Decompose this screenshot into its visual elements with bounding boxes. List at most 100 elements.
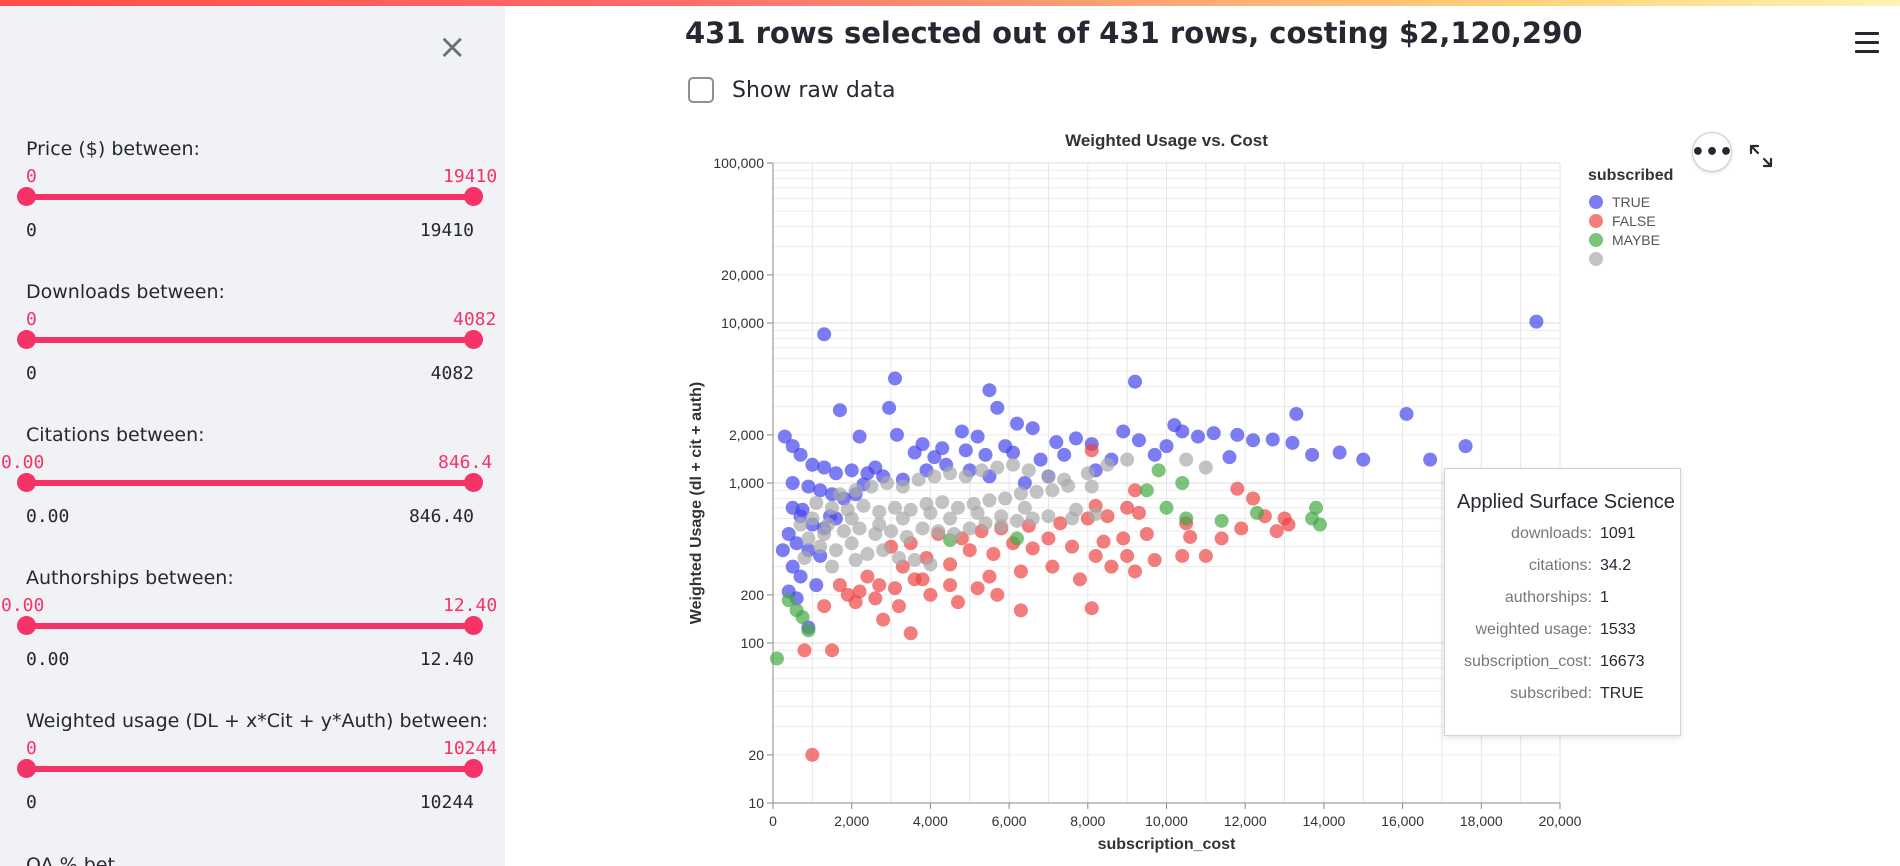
tooltip-value: 16673	[1600, 653, 1645, 670]
data-point	[1159, 500, 1174, 515]
citations-slider-max-handle[interactable]	[464, 473, 483, 492]
data-point	[868, 460, 883, 475]
data-point	[832, 487, 847, 502]
authorships-slider-max-handle[interactable]	[464, 616, 483, 635]
downloads-slider-label: Downloads between:	[26, 281, 225, 303]
data-point	[1312, 517, 1327, 532]
data-point	[1013, 603, 1028, 618]
weighted-usage-slider-max: 10244	[419, 792, 474, 813]
legend-swatch	[1589, 214, 1603, 228]
data-point	[809, 495, 824, 510]
downloads-slider-current-min: 0	[26, 309, 37, 330]
authorships-slider-min-handle[interactable]	[17, 616, 36, 635]
data-point	[1175, 476, 1190, 490]
data-point	[1068, 431, 1083, 446]
data-point	[954, 424, 969, 439]
weighted-usage-slider-track[interactable]	[26, 766, 474, 772]
data-point	[876, 469, 891, 484]
data-point	[828, 511, 843, 526]
data-point	[943, 533, 958, 548]
data-point	[943, 466, 958, 481]
data-point	[1041, 469, 1056, 484]
data-point	[1088, 548, 1103, 563]
price-slider-min-handle[interactable]	[17, 187, 36, 206]
downloads-slider-track[interactable]	[26, 337, 474, 343]
data-point	[923, 557, 938, 572]
data-point	[1198, 460, 1213, 475]
citations-slider-current-min: 0.00	[1, 452, 45, 473]
price-slider-track[interactable]	[26, 194, 474, 200]
data-point	[889, 427, 904, 442]
data-point	[793, 509, 808, 524]
data-point	[1013, 564, 1028, 579]
close-sidebar-button[interactable]: ×	[438, 27, 467, 67]
fullscreen-expand-icon[interactable]	[1748, 143, 1774, 169]
downloads-slider-min-handle[interactable]	[17, 330, 36, 349]
checkbox-box[interactable]	[688, 77, 714, 103]
downloads-slider-max-handle[interactable]	[464, 330, 483, 349]
data-point	[1084, 437, 1099, 452]
data-point	[1033, 452, 1048, 467]
x-tick-label: 8,000	[1070, 813, 1105, 829]
data-point	[797, 550, 812, 565]
data-point	[1088, 463, 1103, 478]
data-point	[1088, 507, 1103, 522]
data-point	[1025, 511, 1040, 526]
data-point	[1198, 548, 1213, 563]
data-point	[1084, 443, 1099, 458]
data-point	[1029, 484, 1044, 499]
chart-actions-button[interactable]: •••	[1691, 132, 1733, 172]
x-tick-label: 0	[769, 813, 777, 829]
data-point	[1151, 463, 1166, 478]
x-tick-label: 18,000	[1460, 813, 1503, 829]
data-point	[785, 559, 800, 574]
data-point	[974, 524, 989, 539]
data-point	[1006, 457, 1021, 472]
data-point	[1072, 572, 1087, 587]
citations-slider-max: 846.40	[408, 506, 474, 527]
data-point	[872, 517, 887, 532]
weighted-usage-slider-min-handle[interactable]	[17, 759, 36, 778]
data-point	[982, 469, 997, 484]
legend-swatch	[1589, 233, 1603, 247]
data-point	[986, 546, 1001, 561]
show-raw-data-checkbox[interactable]: Show raw data	[688, 74, 895, 106]
data-point	[1041, 531, 1056, 546]
x-tick-label: 14,000	[1302, 813, 1345, 829]
data-point	[919, 463, 934, 478]
selection-summary-heading: 431 rows selected out of 431 rows, costi…	[685, 16, 1583, 50]
tooltip-value: 34.2	[1600, 557, 1632, 574]
weighted-usage-slider-current-max: 10244	[443, 738, 498, 759]
data-point	[919, 550, 934, 565]
tooltip-key: weighted usage:	[1475, 621, 1592, 638]
data-point	[868, 527, 883, 542]
data-point	[903, 626, 918, 641]
weighted-usage-slider-max-handle[interactable]	[464, 759, 483, 778]
data-point	[860, 569, 875, 584]
y-tick-label: 10	[748, 795, 764, 811]
authorships-slider-current-max: 12.40	[443, 595, 498, 616]
data-point	[891, 599, 906, 614]
x-tick-label: 12,000	[1224, 813, 1267, 829]
data-point	[1065, 511, 1080, 526]
data-point	[1147, 447, 1162, 462]
tooltip-value: 1533	[1600, 621, 1636, 638]
data-point	[1013, 486, 1028, 501]
data-point	[848, 487, 863, 502]
data-point	[1041, 469, 1056, 484]
data-point	[1009, 416, 1024, 431]
data-point	[789, 591, 804, 606]
data-point	[825, 487, 840, 502]
data-point	[970, 581, 985, 596]
data-point	[1305, 447, 1320, 462]
data-point	[943, 511, 958, 526]
citations-slider-min-handle[interactable]	[17, 473, 36, 492]
hamburger-menu-icon[interactable]	[1855, 32, 1879, 54]
oa-slider-label: OA % bet...	[26, 854, 134, 866]
price-slider-max-handle[interactable]	[464, 187, 483, 206]
citations-slider-track[interactable]	[26, 480, 474, 486]
authorships-slider-track[interactable]	[26, 623, 474, 629]
data-point	[887, 500, 902, 515]
data-point	[1230, 427, 1245, 442]
data-point	[805, 747, 820, 762]
